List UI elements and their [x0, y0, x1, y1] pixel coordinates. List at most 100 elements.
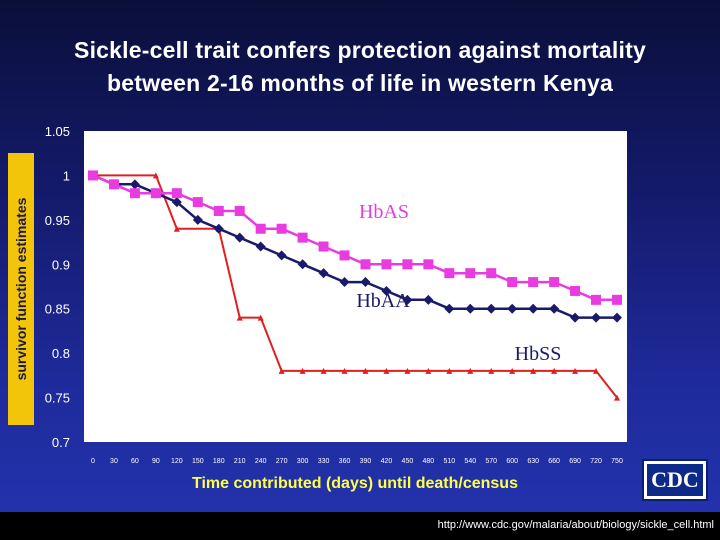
data-point-hbas	[339, 250, 350, 261]
x-tick-label: 180	[213, 458, 225, 465]
x-tick-label: 270	[276, 458, 288, 465]
data-point-hbas	[88, 170, 98, 181]
x-tick-label: 360	[339, 458, 351, 465]
data-point-hbss	[614, 394, 620, 401]
data-point-hbaa	[297, 259, 308, 270]
x-tick-label: 660	[548, 458, 560, 465]
data-point-hbaa	[192, 214, 203, 225]
x-tick-label: 510	[443, 458, 455, 465]
series-label-hbaa: HbAA	[356, 290, 410, 312]
data-point-hbaa	[423, 294, 434, 305]
x-tick-label: 150	[192, 458, 204, 465]
data-point-hbas	[171, 188, 182, 199]
data-point-hbas	[528, 277, 539, 288]
y-tick-label: 1	[63, 168, 70, 183]
data-point-hbas	[150, 188, 161, 199]
data-point-hbss	[173, 225, 180, 232]
data-point-hbss	[152, 172, 159, 179]
x-tick-label: 240	[255, 458, 267, 465]
x-tick-label: 480	[423, 458, 435, 465]
data-point-hbas	[234, 205, 245, 216]
x-tick-label: 390	[360, 458, 372, 465]
x-tick-label: 720	[590, 458, 602, 465]
series-label-hbas: HbAS	[359, 201, 409, 223]
data-point-hbaa	[360, 277, 371, 288]
data-point-hbaa	[549, 303, 560, 314]
x-axis-ticks: 0 30 60 90 120 150 180 210 240 270 300 330 360 390 420…	[91, 458, 623, 465]
data-point-hbas	[360, 259, 371, 270]
y-tick-label: 0.8	[52, 346, 70, 361]
data-point-hbaa	[339, 277, 350, 288]
y-tick-label: 0.7	[52, 435, 70, 450]
series-hbas	[88, 170, 622, 305]
data-point-hbas	[108, 179, 119, 190]
x-tick-label: 540	[464, 458, 476, 465]
data-point-hbaa	[507, 303, 518, 314]
data-point-hbss	[467, 367, 474, 374]
data-point-hbaa	[129, 179, 140, 190]
data-point-hbas	[570, 285, 581, 296]
y-tick-label: 0.75	[45, 391, 70, 406]
data-point-hbas	[486, 268, 497, 279]
data-point-hbaa	[255, 241, 266, 252]
data-point-hbas	[255, 223, 266, 234]
x-tick-label: 90	[152, 458, 160, 465]
data-point-hbss	[278, 367, 285, 374]
data-point-hbaa	[276, 250, 287, 261]
slide-title-line-2: between 2-16 months of life in western K…	[107, 70, 613, 96]
x-tick-label: 210	[234, 458, 246, 465]
data-point-hbaa	[465, 303, 476, 314]
data-point-hbaa	[486, 303, 497, 314]
data-point-hbas	[591, 294, 602, 305]
x-tick-label: 300	[297, 458, 309, 465]
data-point-hbss	[488, 367, 495, 374]
data-point-hbaa	[591, 312, 602, 323]
data-point-hbas	[465, 268, 476, 279]
data-point-hbss	[236, 314, 243, 321]
data-point-hbas	[549, 277, 560, 288]
x-tick-label: 420	[381, 458, 393, 465]
data-point-hbas	[507, 277, 518, 288]
data-point-hbaa	[171, 197, 182, 208]
plot-area	[84, 131, 627, 442]
slide-title-line-1: Sickle-cell trait confers protection aga…	[74, 37, 646, 63]
x-tick-label: 690	[569, 458, 581, 465]
data-point-hbaa	[444, 303, 455, 314]
y-axis-ticks: 1.05 1 0.95 0.9 0.85 0.8 0.75 0.7	[45, 124, 70, 450]
y-tick-label: 0.95	[45, 213, 70, 228]
data-point-hbss	[446, 367, 453, 374]
data-point-hbaa	[570, 312, 581, 323]
x-tick-label: 60	[131, 458, 139, 465]
x-tick-label: 600	[506, 458, 518, 465]
data-point-hbas	[297, 232, 308, 243]
data-point-hbss	[341, 367, 348, 374]
x-tick-label: 630	[527, 458, 539, 465]
data-point-hbas	[423, 259, 434, 270]
data-point-hbss	[425, 367, 432, 374]
data-point-hbas	[318, 241, 329, 252]
y-tick-label: 0.9	[52, 257, 70, 272]
cdc-logo-text: CDC	[647, 464, 703, 496]
y-tick-label: 0.85	[45, 302, 70, 317]
x-tick-label: 570	[485, 458, 497, 465]
x-tick-label: 750	[611, 458, 623, 465]
data-point-hbaa	[381, 285, 392, 296]
x-tick-label: 0	[91, 458, 95, 465]
data-point-hbss	[257, 314, 264, 321]
footer-bar	[0, 512, 720, 540]
data-point-hbaa	[612, 312, 622, 323]
data-point-hbas	[129, 188, 140, 199]
data-point-hbaa	[528, 303, 539, 314]
data-point-hbss	[593, 367, 600, 374]
x-axis-label: Time contributed (days) until death/cens…	[192, 475, 518, 492]
cdc-logo: CDC	[642, 459, 708, 501]
series-label-hbss: HbSS	[515, 343, 562, 365]
series-layer	[88, 170, 622, 401]
data-point-hbas	[213, 205, 224, 216]
data-point-hbas	[444, 268, 455, 279]
y-tick-label: 1.05	[45, 124, 70, 139]
y-axis-label-background	[8, 153, 34, 425]
data-point-hbas	[612, 294, 622, 305]
data-point-hbas	[192, 197, 203, 208]
